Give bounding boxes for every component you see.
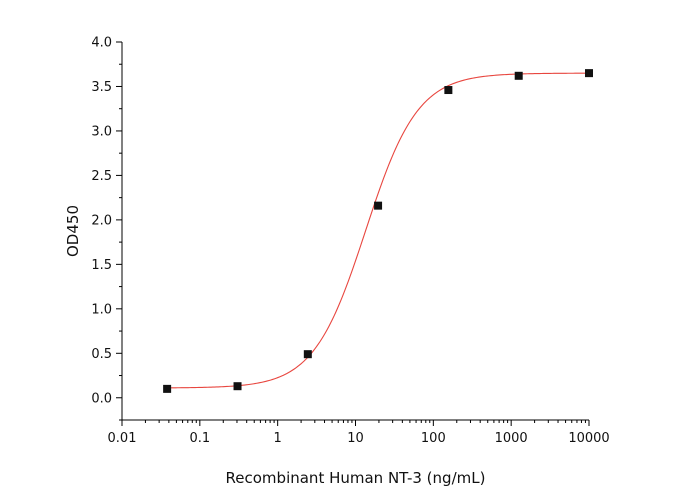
x-tick-label: 0.01 (108, 431, 137, 446)
data-point (163, 384, 172, 393)
data-point (585, 69, 593, 78)
y-tick-label: 2.0 (91, 213, 112, 228)
y-tick-label: 4.0 (91, 36, 112, 51)
y-tick-label: 1.5 (91, 258, 112, 273)
data-point (514, 71, 523, 80)
data-point (303, 350, 312, 359)
y-tick-label: 3.0 (91, 124, 112, 139)
x-tick-label: 0.1 (189, 431, 210, 446)
data-point (374, 201, 383, 210)
y-tick-label: 1.0 (91, 302, 112, 317)
y-tick-label: 3.5 (91, 80, 112, 95)
x-tick-label: 1 (274, 431, 282, 446)
x-tick-label: 1000 (495, 431, 528, 446)
axes (121, 42, 589, 421)
fit-curve (167, 72, 589, 389)
x-tick-label: 100 (421, 431, 446, 446)
data-point (444, 86, 453, 95)
y-tick-label: 0.0 (91, 391, 112, 406)
y-tick-label: 2.5 (91, 169, 112, 184)
fit-curve-layer (167, 72, 589, 389)
data-point (233, 382, 242, 391)
x-axis-title: Recombinant Human NT-3 (ng/mL) (226, 469, 486, 487)
x-tick-label: 10000 (568, 431, 609, 446)
y-axis-title: OD450 (64, 205, 82, 257)
x-tick-label: 10 (347, 431, 364, 446)
data-points-layer (163, 69, 593, 393)
ticks-layer: 0.01 0.1 1 10 100 1000 10000 0.0 0.5 1.0 1.5 2.0 2.5… (91, 36, 609, 447)
y-tick-label: 0.5 (91, 347, 112, 362)
